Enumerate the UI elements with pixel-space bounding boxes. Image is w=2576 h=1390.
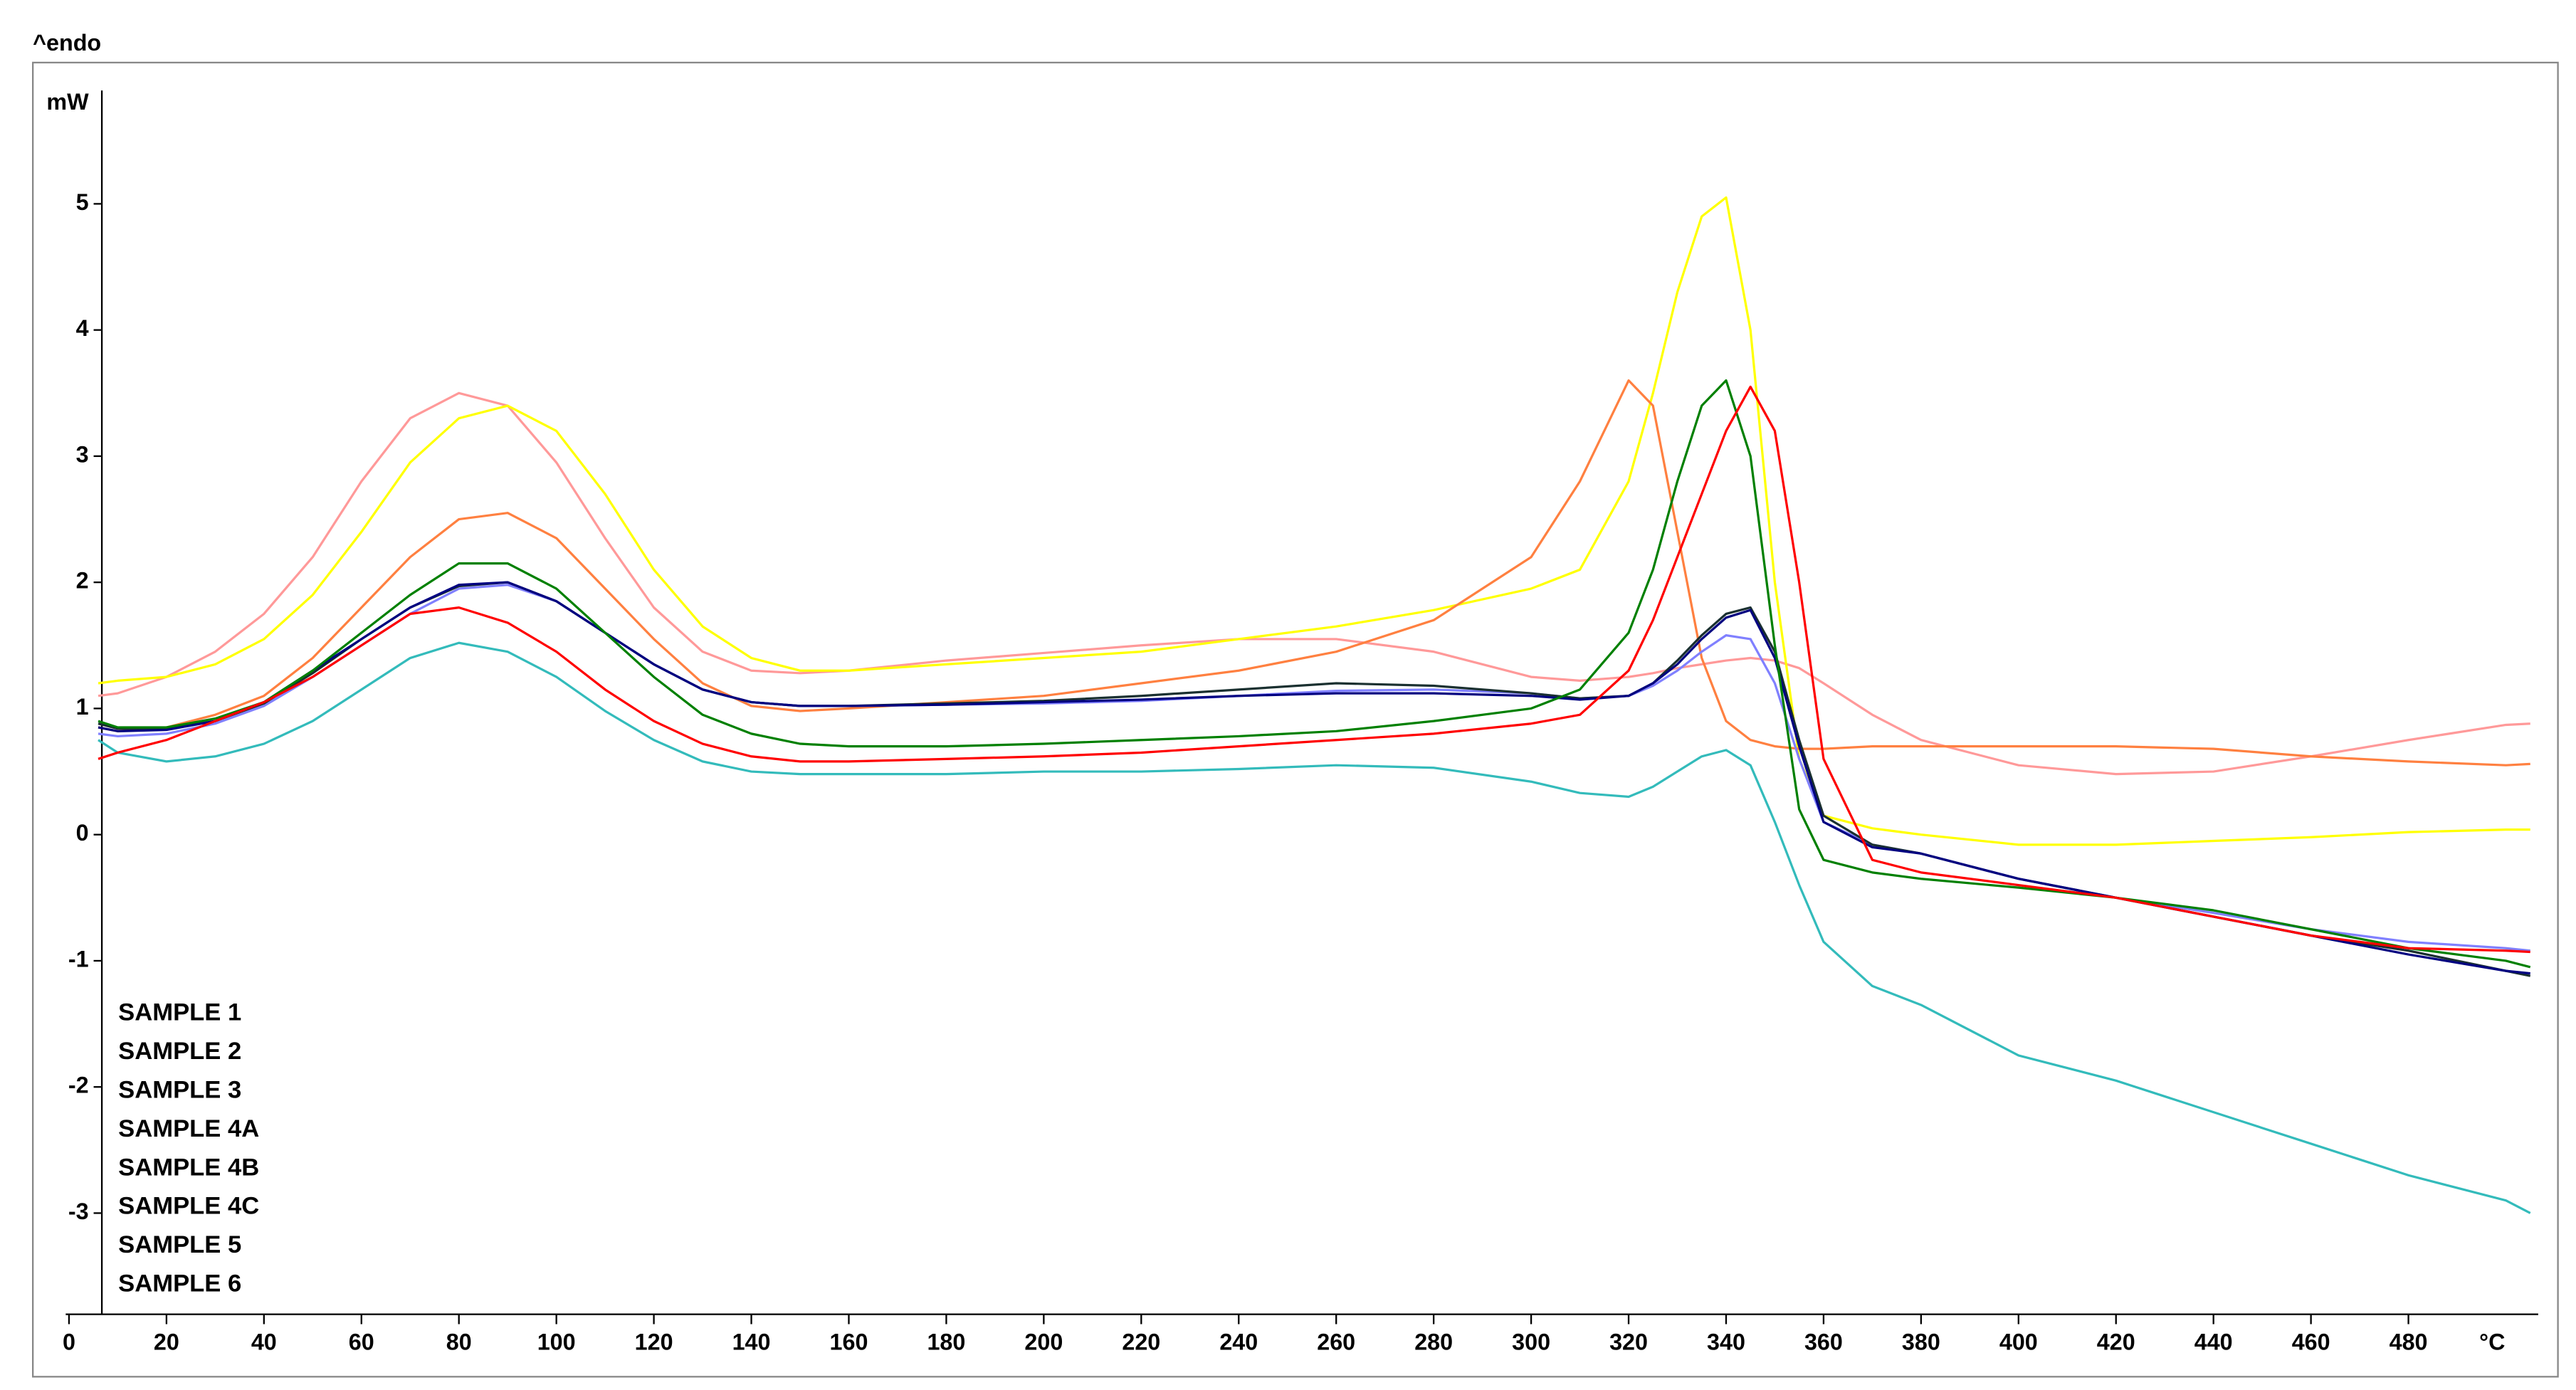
x-tick-label: 240 [1219,1330,1258,1355]
x-tick-label: 300 [1512,1330,1550,1355]
x-tick-label: 340 [1707,1330,1745,1355]
y-tick-label: 4 [76,315,89,341]
x-tick-label: 260 [1317,1330,1355,1355]
x-tick-label: 360 [1804,1330,1843,1355]
legend-entry: SAMPLE 6 [118,1270,241,1297]
x-tick-label: 80 [446,1330,472,1355]
series-line [98,379,2531,969]
x-tick-label: 480 [2390,1330,2428,1355]
y-axis-label: mW [46,89,89,115]
plot-frame [32,61,2559,1378]
series-line [98,391,2530,776]
y-tick-label: 5 [76,189,89,215]
x-tick-label: 380 [1902,1330,1940,1355]
x-tick-label: 120 [635,1330,673,1355]
x-tick-label: 160 [830,1330,868,1355]
y-tick-label: 3 [76,441,89,467]
x-tick-label: 320 [1609,1330,1648,1355]
legend-entry: SAMPLE 1 [118,999,241,1026]
legend-entry: SAMPLE 4A [118,1115,259,1142]
legend-entry: SAMPLE 5 [118,1231,241,1258]
y-tick-label: 1 [76,694,89,720]
x-tick-label: 40 [251,1330,277,1355]
x-tick-label: 440 [2194,1330,2233,1355]
x-tick-label: 220 [1122,1330,1160,1355]
x-tick-label: 200 [1024,1330,1063,1355]
x-tick-label: 280 [1414,1330,1453,1355]
series-line [98,196,2530,846]
x-axis-label: °C [2479,1330,2505,1355]
x-tick-label: 60 [349,1330,374,1355]
x-tick-label: 100 [537,1330,576,1355]
y-tick-label: -3 [68,1199,89,1224]
x-tick-label: 20 [154,1330,179,1355]
annotation: ^endo [33,30,101,56]
legend-entry: SAMPLE 3 [118,1076,241,1103]
y-tick-label: -2 [68,1073,89,1098]
y-tick-label: 2 [76,568,89,594]
series-line [98,641,2531,1214]
x-tick-label: 0 [63,1330,75,1355]
y-tick-label: 0 [76,820,89,846]
series-line [98,581,2530,975]
y-tick-label: -1 [68,946,89,972]
x-tick-label: 140 [732,1330,771,1355]
legend-entry: SAMPLE 4C [118,1193,259,1220]
x-tick-label: 400 [1999,1330,2038,1355]
x-tick-label: 460 [2292,1330,2330,1355]
legend-entry: SAMPLE 4B [118,1154,259,1181]
x-tick-label: 420 [2097,1330,2135,1355]
legend-entry: SAMPLE 2 [118,1038,241,1065]
series-line [98,385,2530,954]
series-line [98,379,2530,767]
x-tick-label: 180 [927,1330,965,1355]
